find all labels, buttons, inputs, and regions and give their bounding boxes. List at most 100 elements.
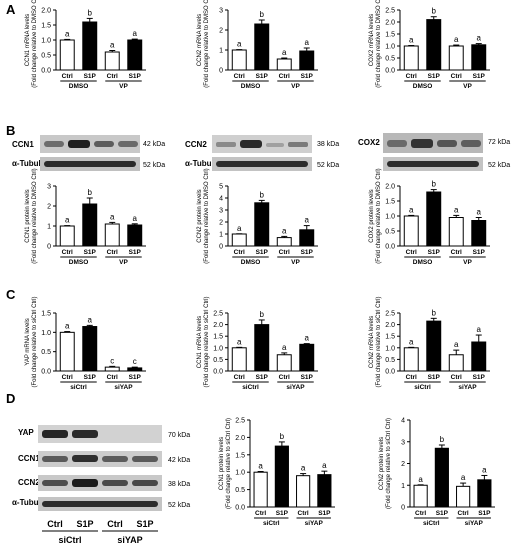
- band: [132, 456, 158, 462]
- bar: [104, 223, 120, 247]
- y-axis-label-line: CCN2 protein levels: [379, 437, 385, 490]
- group-label: siYAP: [305, 520, 324, 527]
- y-tick-label: 2.0: [213, 322, 223, 329]
- y-tick-label: 3: [401, 439, 405, 446]
- bar: [82, 203, 98, 247]
- bar-chart: 0 1 2 3 CCN2 mRNA levels(Fold change relativ…: [197, 0, 318, 90]
- blot-kda-label: 52 kDa: [317, 162, 339, 169]
- blot-protein-label: CCN1: [12, 140, 34, 149]
- x-tick-label: Ctrl: [107, 249, 118, 256]
- y-tick-label: 0.5: [385, 56, 395, 63]
- group-label: DMSO: [413, 259, 433, 266]
- y-tick-label: 2.0: [385, 322, 395, 329]
- bar: [456, 485, 471, 508]
- bar: [231, 49, 247, 71]
- y-tick-label: 2.0: [235, 435, 245, 442]
- blot-strip: [38, 475, 162, 491]
- y-axis-label: COX2 protein levels(Fold change relative…: [369, 168, 382, 263]
- significance-letter: a: [65, 322, 70, 331]
- y-tick-label: 2: [219, 220, 223, 227]
- bar: [426, 320, 442, 372]
- significance-letter: a: [65, 29, 70, 38]
- y-tick-label: 3: [219, 8, 223, 15]
- band: [42, 456, 68, 462]
- band: [102, 456, 128, 462]
- y-tick-label: 2.5: [385, 8, 395, 15]
- bar: [231, 347, 247, 372]
- y-axis-label-line: COX2 mRNA levels: [369, 14, 375, 66]
- blot-protein-label: CCN2: [185, 140, 207, 149]
- y-tick-label: 2.5: [213, 311, 223, 318]
- y-tick-label: 0: [219, 244, 223, 251]
- bar: [82, 21, 98, 71]
- y-tick-label: 1.0: [41, 38, 51, 45]
- panel-label-d: D: [6, 391, 15, 406]
- significance-letter: a: [454, 205, 459, 214]
- bar: [471, 44, 487, 71]
- lane-label: S1P: [76, 519, 93, 529]
- group-label: VP: [291, 259, 300, 266]
- y-axis-label-line: (Fold change relative to DMSO Ctrl): [32, 168, 38, 263]
- y-tick-label: 0.0: [385, 244, 395, 251]
- y-tick-label: 0: [219, 68, 223, 75]
- y-tick-label: 2: [401, 461, 405, 468]
- significance-letter: a: [237, 337, 242, 346]
- y-tick-label: 0: [401, 505, 405, 512]
- y-axis-label-line: CCN1 protein levels: [25, 189, 31, 242]
- bar: [276, 354, 292, 372]
- y-tick-label: 3: [47, 184, 51, 191]
- band: [72, 479, 98, 487]
- bar: [299, 50, 315, 71]
- x-tick-label: Ctrl: [62, 73, 73, 80]
- y-tick-label: 2.0: [41, 8, 51, 15]
- x-tick-label: S1P: [256, 249, 269, 256]
- y-axis-label: YAP mRNA levels(Fold change relative to …: [25, 296, 38, 387]
- bar: [403, 215, 419, 247]
- lane-label: Ctrl: [47, 519, 63, 529]
- y-axis-label-line: (Fold change relative to DMSO Ctrl): [376, 0, 382, 88]
- group-label: VP: [463, 83, 472, 90]
- y-axis-label-line: (Fold change relative to siCtrl Ctrl): [386, 418, 392, 509]
- y-tick-label: 1.0: [385, 345, 395, 352]
- y-tick-label: 4: [401, 418, 405, 425]
- x-tick-label: Ctrl: [234, 73, 245, 80]
- y-tick-label: 0.0: [235, 505, 245, 512]
- blot-b-cox2: COX2 72 kDa 52 kDa: [358, 133, 510, 171]
- significance-letter: a: [110, 41, 115, 50]
- significance-letter: c: [110, 356, 114, 365]
- significance-letter: c: [133, 357, 137, 366]
- significance-letter: a: [418, 475, 423, 484]
- x-tick-label: S1P: [256, 73, 269, 80]
- x-tick-label: Ctrl: [279, 249, 290, 256]
- significance-letter: a: [477, 325, 482, 334]
- group-label: siYAP: [458, 384, 477, 391]
- bar-chart: 0 1 2 3 4 CCN2 protein levels(Fold change rel…: [379, 418, 495, 527]
- significance-letter: a: [409, 337, 414, 346]
- y-tick-label: 0.5: [235, 487, 245, 494]
- bar: [426, 19, 442, 71]
- bar: [59, 225, 75, 247]
- blot-loading-label: α-Tubulin: [12, 159, 48, 168]
- y-tick-label: 2.5: [385, 311, 395, 318]
- y-axis-label-line: CCN2 mRNA levels: [197, 14, 203, 66]
- band: [411, 139, 433, 148]
- significance-letter: a: [110, 212, 115, 221]
- significance-letter: a: [461, 473, 466, 482]
- band: [72, 455, 98, 462]
- y-tick-label: 0.5: [385, 229, 395, 236]
- bar: [299, 343, 315, 372]
- x-tick-label: S1P: [129, 73, 142, 80]
- blot-kda-label: 42 kDa: [168, 457, 190, 464]
- significance-letter: b: [280, 432, 285, 441]
- bar: [104, 51, 120, 71]
- x-tick-label: S1P: [473, 73, 486, 80]
- bar: [296, 475, 311, 508]
- significance-letter: a: [454, 340, 459, 349]
- group-label: siYAP: [286, 384, 305, 391]
- x-tick-label: Ctrl: [406, 249, 417, 256]
- x-tick-label: S1P: [428, 374, 441, 381]
- y-tick-label: 0.5: [41, 349, 51, 356]
- bar: [254, 202, 270, 247]
